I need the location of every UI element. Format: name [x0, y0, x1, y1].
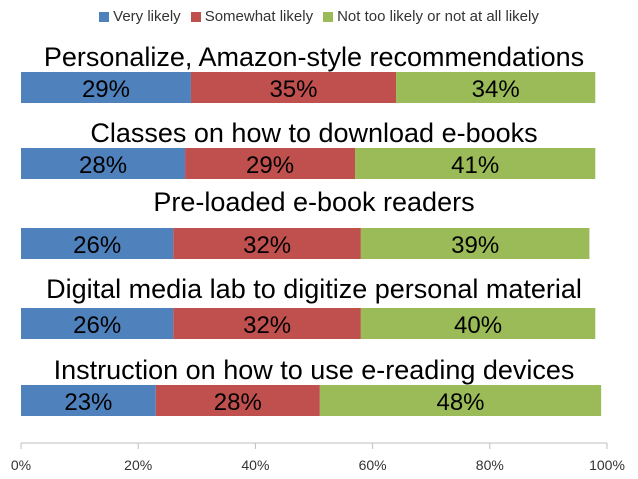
- data-label: 26%: [73, 232, 121, 259]
- legend-label-not-likely: Not too likely or not at all likely: [337, 8, 539, 25]
- data-label: 34%: [472, 76, 520, 103]
- bar-segment: [155, 385, 320, 416]
- bar-segment: [185, 148, 356, 179]
- bar-segment: [319, 385, 602, 416]
- x-tick-label: 0%: [11, 457, 31, 473]
- bar-segment: [360, 228, 590, 259]
- legend-item-not-likely: Not too likely or not at all likely: [323, 8, 539, 25]
- bar-segment: [21, 72, 191, 103]
- bar-segment: [355, 148, 596, 179]
- data-label: 28%: [79, 152, 127, 179]
- data-label: 48%: [436, 389, 484, 416]
- data-label: 29%: [246, 152, 294, 179]
- category-label: Instruction on how to use e-reading devi…: [54, 355, 575, 385]
- data-label: 41%: [451, 152, 499, 179]
- data-label: 32%: [243, 232, 291, 259]
- data-label: 28%: [214, 389, 262, 416]
- x-tick-label: 80%: [476, 457, 504, 473]
- legend-item-somewhat-likely: Somewhat likely: [190, 8, 314, 25]
- data-label: 40%: [454, 312, 502, 339]
- bar-segment: [21, 148, 186, 179]
- bar-segment: [173, 308, 361, 339]
- data-label: 26%: [73, 312, 121, 339]
- bar-segment: [396, 72, 596, 103]
- bar-segment: [21, 228, 174, 259]
- bar-segment: [360, 308, 596, 339]
- legend-swatch-not-likely: [323, 11, 334, 22]
- legend-swatch-very-likely: [99, 11, 110, 22]
- x-tick-label: 40%: [241, 457, 269, 473]
- category-label: Pre-loaded e-book readers: [153, 187, 474, 217]
- legend-swatch-somewhat-likely: [190, 11, 201, 22]
- category-label: Digital media lab to digitize personal m…: [46, 274, 582, 304]
- data-label: 23%: [64, 389, 112, 416]
- legend-label-very-likely: Very likely: [113, 8, 181, 25]
- category-label: Classes on how to download e-books: [90, 118, 537, 148]
- bar-segment: [190, 72, 397, 103]
- bar-segment: [173, 228, 361, 259]
- x-tick-label: 100%: [589, 457, 625, 473]
- x-tick-label: 20%: [124, 457, 152, 473]
- bar-segment: [21, 385, 156, 416]
- x-tick-label: 60%: [359, 457, 387, 473]
- legend: Very likely Somewhat likely Not too like…: [0, 8, 638, 25]
- data-label: 32%: [243, 312, 291, 339]
- bar-segment: [21, 308, 174, 339]
- legend-label-somewhat-likely: Somewhat likely: [204, 8, 314, 25]
- data-label: 35%: [269, 76, 317, 103]
- data-label: 29%: [82, 76, 130, 103]
- legend-item-very-likely: Very likely: [99, 8, 181, 25]
- category-label: Personalize, Amazon-style recommendation…: [44, 42, 584, 72]
- data-label: 39%: [451, 232, 499, 259]
